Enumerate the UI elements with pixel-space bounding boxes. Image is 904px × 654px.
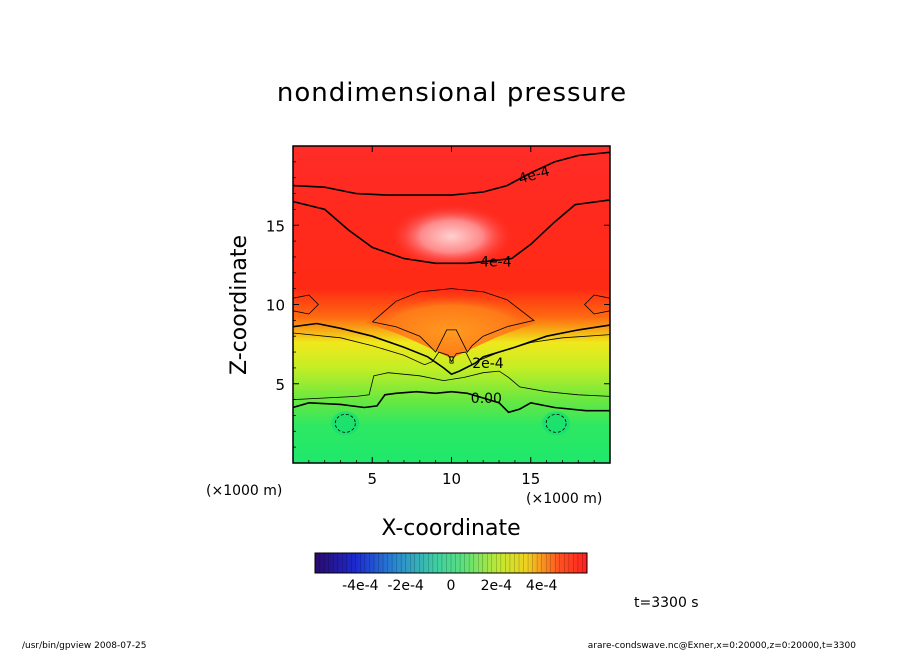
colorbar [315, 553, 587, 573]
x-tick-label: 5 [367, 470, 377, 488]
y-tick-label: 15 [266, 217, 285, 235]
contour-4e-4-lower [293, 199, 610, 265]
x-tick-label: 15 [521, 470, 540, 488]
y-axis-label: Z-coordinate [227, 235, 252, 375]
y-tick-label: 5 [275, 376, 285, 394]
contour-4e-4-upper [293, 151, 610, 196]
x-axis-label: X-coordinate [0, 518, 904, 540]
colorbar-tick-label: -4e-4 [342, 578, 379, 594]
contour-1e-4-lower [293, 370, 610, 400]
field-orange-region [365, 291, 538, 359]
x-unit-label-left: (×1000 m) [206, 483, 283, 499]
colorbar-tick-label: -2e-4 [387, 578, 424, 594]
contour-negative-right [545, 413, 567, 433]
x-axis-label-text: X-coordinate [381, 516, 521, 541]
colorbar-frame [314, 552, 588, 574]
x-unit-label-right: (×1000 m) [526, 491, 603, 507]
chart-title: nondimensional pressure [276, 78, 628, 108]
contour-3e-4-mid [372, 288, 535, 353]
time-label: t=3300 s [634, 595, 699, 611]
colorbar-tick-label: 2e-4 [481, 578, 513, 594]
field-maximum-top [389, 204, 514, 269]
footer-program: /usr/bin/gpview 2008-07-25 [22, 641, 147, 651]
colorbar-tick-label: 0 [447, 578, 456, 594]
contour-3e-4-right [584, 294, 610, 315]
contour-negative-left [334, 413, 356, 433]
contour-label-3: 0.00 [471, 391, 502, 407]
contour-small-center [449, 356, 454, 364]
colorbar-tick-label: 4e-4 [526, 578, 558, 594]
contour-label-2: 2e-4 [472, 356, 504, 372]
footer-source: arare-condswave.nc@Exner,x=0:20000,z=0:2… [587, 641, 856, 651]
contour-1e-4-mid [293, 332, 610, 366]
contour-3e-4-left [293, 294, 319, 315]
contour-0 [293, 390, 610, 414]
contour-label-1: 4e-4 [480, 255, 512, 271]
y-tick-label: 10 [266, 297, 285, 315]
contour-2e-4 [293, 322, 610, 376]
x-tick-label: 10 [442, 470, 461, 488]
